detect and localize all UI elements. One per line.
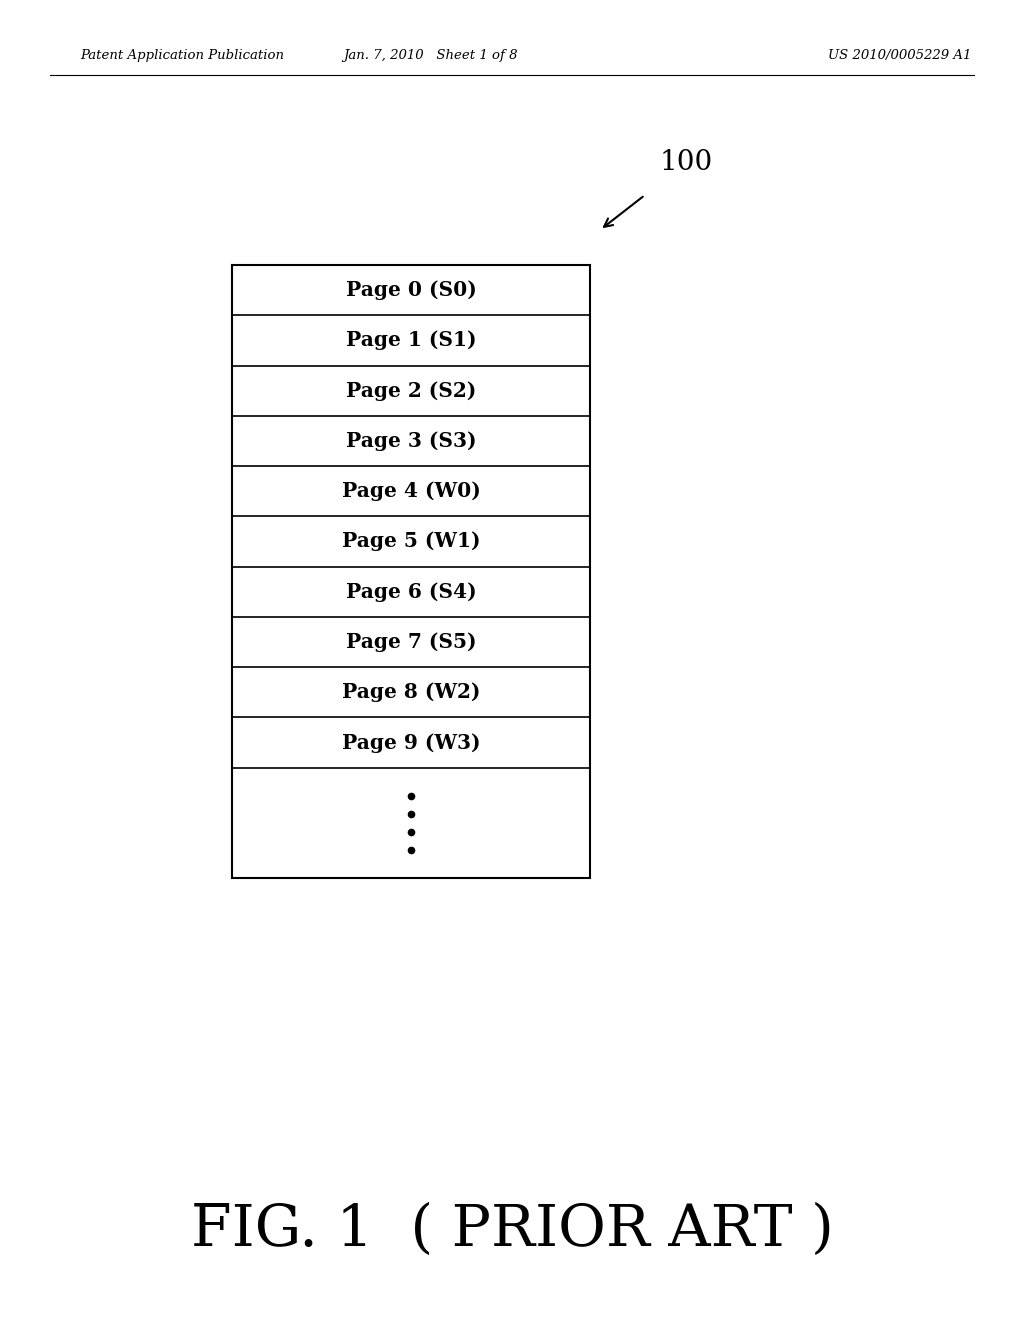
Text: Page 4 (W0): Page 4 (W0): [342, 482, 480, 502]
Text: 100: 100: [660, 149, 714, 177]
Text: Page 3 (S3): Page 3 (S3): [346, 430, 476, 451]
Text: Page 6 (S4): Page 6 (S4): [346, 582, 476, 602]
Text: FIG. 1  ( PRIOR ART ): FIG. 1 ( PRIOR ART ): [190, 1203, 834, 1258]
Text: Page 5 (W1): Page 5 (W1): [342, 532, 480, 552]
Text: Page 2 (S2): Page 2 (S2): [346, 380, 476, 401]
Text: Page 9 (W3): Page 9 (W3): [342, 733, 480, 752]
Bar: [232, 265, 590, 878]
Text: Page 7 (S5): Page 7 (S5): [346, 632, 476, 652]
Text: Patent Application Publication: Patent Application Publication: [80, 49, 284, 62]
Text: Page 1 (S1): Page 1 (S1): [346, 330, 476, 350]
Text: Page 0 (S0): Page 0 (S0): [346, 280, 476, 300]
Text: Page 8 (W2): Page 8 (W2): [342, 682, 480, 702]
Text: US 2010/0005229 A1: US 2010/0005229 A1: [828, 49, 972, 62]
Text: Jan. 7, 2010   Sheet 1 of 8: Jan. 7, 2010 Sheet 1 of 8: [343, 49, 517, 62]
